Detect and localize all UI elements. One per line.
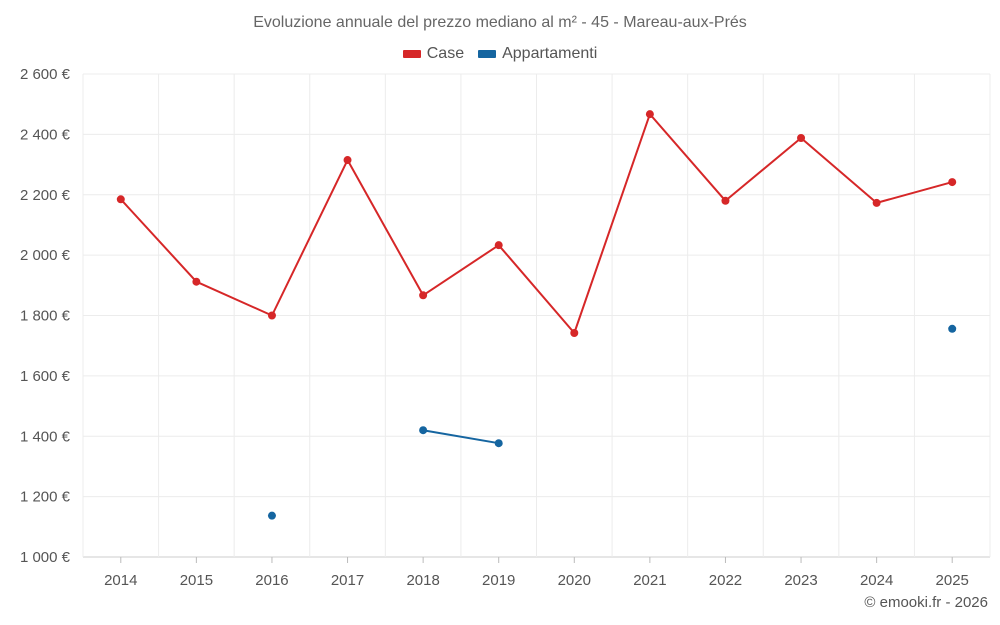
data-point-case [343,156,352,165]
series-line-case [120,113,953,335]
legend-swatch-appartamenti [478,50,497,58]
series-line-appartamenti [422,429,499,445]
y-tick-label: 1 800 € [20,308,71,325]
chart-title: Evoluzione annuale del prezzo mediano al… [253,14,747,31]
legend-item-appartamenti[interactable]: Appartamenti [478,45,597,63]
x-tick-label: 2019 [482,572,515,589]
legend-label-case: Case [426,45,465,62]
y-tick-label: 1 600 € [20,368,71,385]
legend-item-case[interactable]: Case [402,45,465,63]
y-tick-label: 2 600 € [20,66,71,83]
data-point-case [721,196,730,205]
legend: Case Appartamenti [0,45,1000,63]
x-tick-label: 2020 [558,572,591,589]
legend-swatch-case [402,50,421,58]
data-point-case [419,291,428,300]
y-tick-label: 1 400 € [20,428,71,445]
x-tick-label: 2022 [709,572,742,589]
y-tick-label: 2 000 € [20,247,71,264]
x-tick-label: 2018 [406,572,439,589]
credit: © emooki.fr - 2026 [864,594,988,611]
data-point-appartamenti [948,324,957,333]
y-tick-label: 2 200 € [20,187,71,204]
legend-label-appartamenti: Appartamenti [502,45,598,62]
data-point-case [192,277,201,286]
data-point-case [645,110,654,119]
x-tick-label: 2014 [104,572,137,589]
data-point-case [267,311,276,320]
data-point-case [116,195,125,204]
x-tick-label: 2023 [784,572,817,589]
data-point-appartamenti [419,426,428,435]
x-tick-label: 2025 [936,572,969,589]
data-point-case [948,178,957,187]
data-point-appartamenti [267,511,276,520]
x-tick-label: 2021 [633,572,666,589]
y-tick-label: 1 200 € [20,489,71,506]
y-tick-label: 1 000 € [20,549,71,566]
data-point-case [494,241,503,250]
data-point-case [797,133,806,142]
data-point-appartamenti [494,439,503,448]
x-tick-label: 2015 [180,572,213,589]
x-tick-label: 2024 [860,572,893,589]
x-tick-label: 2016 [255,572,288,589]
y-tick-label: 2 400 € [20,126,71,143]
data-point-case [570,329,579,338]
x-tick-label: 2017 [331,572,364,589]
data-point-case [872,198,881,207]
